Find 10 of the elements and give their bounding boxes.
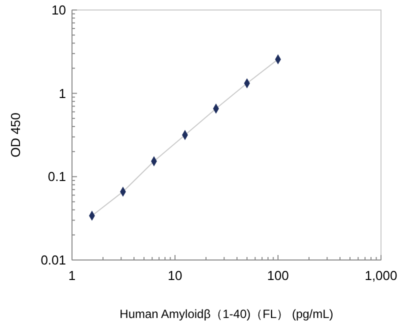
y-axis-title: OD 450 [8, 112, 23, 158]
y-tick-label: 0.01 [40, 252, 66, 268]
x-tick-label: 1 [68, 268, 76, 283]
y-tick-label: 0.1 [48, 169, 66, 184]
x-tick-label: 100 [267, 268, 289, 283]
x-axis-title: Human Amyloidβ（1-40)（FL） (pg/mL) [120, 307, 334, 321]
y-tick-label: 1 [58, 86, 66, 101]
x-tick-label: 1,000 [364, 268, 398, 283]
y-tick-label: 10 [52, 2, 66, 18]
x-tick-label: 10 [168, 268, 182, 283]
